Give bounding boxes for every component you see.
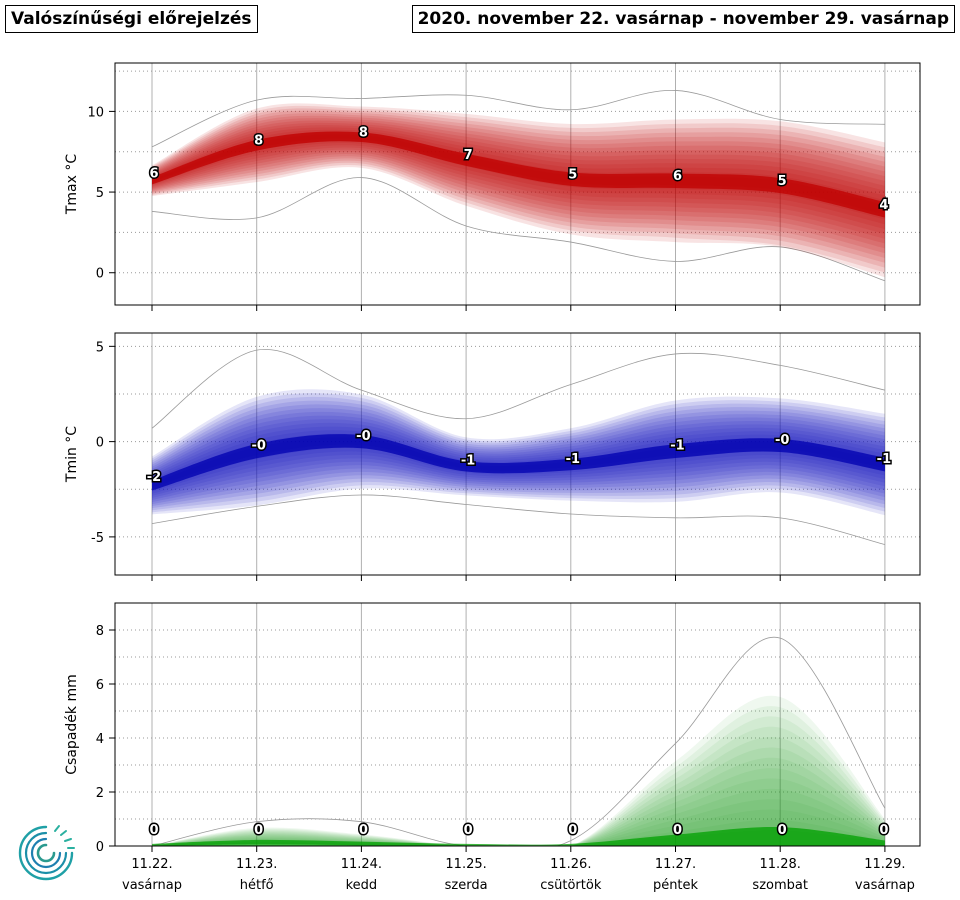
x-date-label: 11.26. [550,857,591,872]
x-date-label: 11.22. [131,857,172,872]
fan-band [152,118,885,249]
fan-band [152,695,885,846]
data-label: 0 [359,823,368,838]
x-date-label: 11.27. [655,857,696,872]
chart-title-right: 2020. november 22. vasárnap - november 2… [411,5,955,33]
chart-title-left: Valószínűségi előrejelzés [5,5,258,33]
data-label: 8 [359,126,368,141]
x-day-label: kedd [346,878,378,893]
fan-band [152,103,885,278]
y-tick-label: 10 [87,105,104,120]
fan-band [152,110,885,263]
fan-band [152,396,885,511]
data-label: 0 [879,823,888,838]
y-axis-label: Tmin °C [64,426,80,483]
x-day-label: szerda [445,878,488,893]
fan-band [152,737,885,846]
logo-icon [18,825,75,881]
x-date-label: 11.24. [341,857,382,872]
y-tick-label: 0 [96,267,104,282]
x-date-label: 11.29. [864,857,905,872]
data-label: -1 [566,452,580,467]
fan-band [152,125,885,234]
data-label: -1 [461,454,475,469]
fan-band [152,778,885,846]
x-date-label: 11.28. [760,857,801,872]
y-tick-label: 6 [96,678,104,693]
fan-band [152,393,885,513]
plot-frame [114,62,921,306]
data-label: 5 [568,168,577,183]
fan-band [152,747,885,846]
data-label: -0 [251,438,265,453]
fan-band [152,757,885,846]
data-label: 0 [568,823,577,838]
panel-1: 0 5 10 Tmax °C 6 8 8 7 5 6 5 4 [64,62,921,311]
panel-2: -5 0 5 Tmin °C -2 -0 -0 -1 -1 -1 -0 -1 [64,332,921,581]
max-envelope-line [151,348,885,429]
data-label: 4 [879,198,888,213]
fan-band [152,408,885,505]
fan-band [152,726,885,846]
x-day-label: hétfő [240,878,274,893]
fan-band [152,105,885,273]
fan-band [152,788,885,846]
y-axis-label: Csapadék mm [64,674,80,774]
data-label: 0 [778,823,787,838]
fan-band [152,108,885,268]
x-day-label: szombat [752,878,808,893]
plot-frame [114,602,921,847]
data-label: 0 [673,823,682,838]
y-tick-label: 0 [96,840,104,855]
fan-band [152,127,885,230]
x-day-label: vasárnap [855,878,915,893]
x-day-label: csütörtök [540,878,602,893]
data-label: -0 [775,433,789,448]
data-label: 0 [254,823,263,838]
y-tick-label: 0 [96,436,104,451]
data-label: 6 [673,169,682,184]
data-label: 0 [464,823,473,838]
y-tick-label: -5 [91,531,104,546]
median-band [152,826,885,846]
data-label: 0 [149,823,158,838]
data-label: -1 [670,438,684,453]
data-label: 7 [464,148,473,163]
y-tick-label: 4 [96,732,104,747]
fan-band [152,404,885,507]
x-date-label: 11.25. [445,857,486,872]
x-axis-labels: 11.22. vasárnap 11.23. hétfő 11.24. kedd 11.25… [122,857,915,893]
max-envelope-line [151,90,885,148]
median-band [152,131,885,218]
fan-band [152,716,885,846]
y-tick-label: 2 [96,786,104,801]
plot-frame [114,332,921,576]
x-day-label: vasárnap [122,878,182,893]
fan-band [152,113,885,258]
panel-3: 0 2 4 6 8 Csapadék mm 0 0 0 0 0 0 0 0 [64,602,921,855]
min-envelope-line [151,177,886,282]
x-date-label: 11.23. [236,857,277,872]
y-tick-label: 5 [96,340,104,355]
data-label: -0 [356,429,370,444]
y-tick-label: 8 [96,624,104,639]
fan-band [152,400,885,509]
fan-band [152,122,885,239]
fan-band [152,389,885,516]
data-label: 6 [149,167,158,182]
median-band [152,434,885,491]
y-axis-label: Tmax °C [64,154,80,216]
fan-band [152,768,885,846]
data-label: -1 [877,452,891,467]
data-label: 8 [254,134,263,149]
y-tick-label: 5 [96,186,104,201]
data-label: -2 [147,470,161,485]
x-day-label: péntek [653,878,699,893]
min-envelope-line [151,494,885,545]
fan-band [152,120,885,244]
fan-band [152,115,885,254]
data-label: 5 [778,174,787,189]
fan-band [152,706,885,846]
